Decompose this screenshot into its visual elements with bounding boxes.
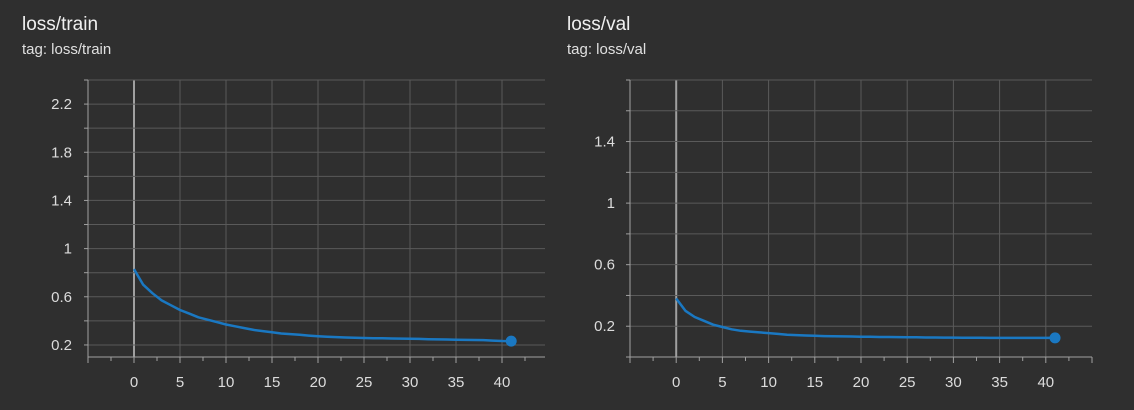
loss-train-plot[interactable]: 0.2 0.6 1 1.4 1.8 2.2 0 5 10 15 20 25 30 35 40 bbox=[0, 0, 545, 410]
y-tick-label: 1.8 bbox=[51, 144, 72, 161]
loss-val-plot[interactable]: 0.2 0.6 1 1.4 0 5 10 15 20 25 30 35 40 bbox=[545, 0, 1105, 410]
x-tick-label: 5 bbox=[176, 374, 184, 391]
x-tick-label: 40 bbox=[494, 374, 511, 391]
x-tick-label: 30 bbox=[945, 374, 962, 391]
y-tick-label: 1.4 bbox=[594, 134, 615, 151]
x-tick-label: 35 bbox=[448, 374, 465, 391]
x-tick-label: 30 bbox=[402, 374, 419, 391]
x-tick-label: 10 bbox=[760, 374, 777, 391]
x-tick-label: 15 bbox=[264, 374, 281, 391]
x-tick-label: 25 bbox=[899, 374, 916, 391]
y-tick-label: 0.2 bbox=[51, 337, 72, 354]
chart-tag: tag: loss/val bbox=[567, 41, 647, 58]
y-tick-label: 2.2 bbox=[51, 96, 72, 113]
series-line bbox=[132, 268, 512, 343]
y-tick-label: 1 bbox=[607, 195, 615, 212]
series-raw-line bbox=[133, 268, 512, 342]
x-tick-label: 15 bbox=[806, 374, 823, 391]
y-tick-label: 0.2 bbox=[594, 318, 615, 335]
last-point-marker bbox=[1049, 332, 1061, 344]
x-tick-label: 35 bbox=[991, 374, 1008, 391]
x-tick-label: 10 bbox=[218, 374, 235, 391]
x-tick-label: 0 bbox=[130, 374, 138, 391]
y-tick-label: 0.6 bbox=[594, 257, 615, 274]
last-point-marker bbox=[505, 335, 517, 347]
x-tick-label: 0 bbox=[672, 374, 680, 391]
chart-title: loss/val bbox=[567, 14, 631, 35]
y-tick-label: 1.4 bbox=[51, 192, 72, 209]
y-tick-label: 1 bbox=[64, 241, 72, 258]
x-tick-label: 20 bbox=[853, 374, 870, 391]
series-raw-line bbox=[675, 298, 1055, 339]
series-line bbox=[675, 297, 1055, 340]
chart-tag: tag: loss/train bbox=[22, 41, 112, 58]
x-tick-label: 5 bbox=[718, 374, 726, 391]
y-tick-label: 0.6 bbox=[51, 289, 72, 306]
x-tick-label: 20 bbox=[310, 374, 327, 391]
x-tick-label: 40 bbox=[1037, 374, 1054, 391]
x-tick-label: 25 bbox=[356, 374, 373, 391]
chart-title: loss/train bbox=[22, 14, 99, 35]
